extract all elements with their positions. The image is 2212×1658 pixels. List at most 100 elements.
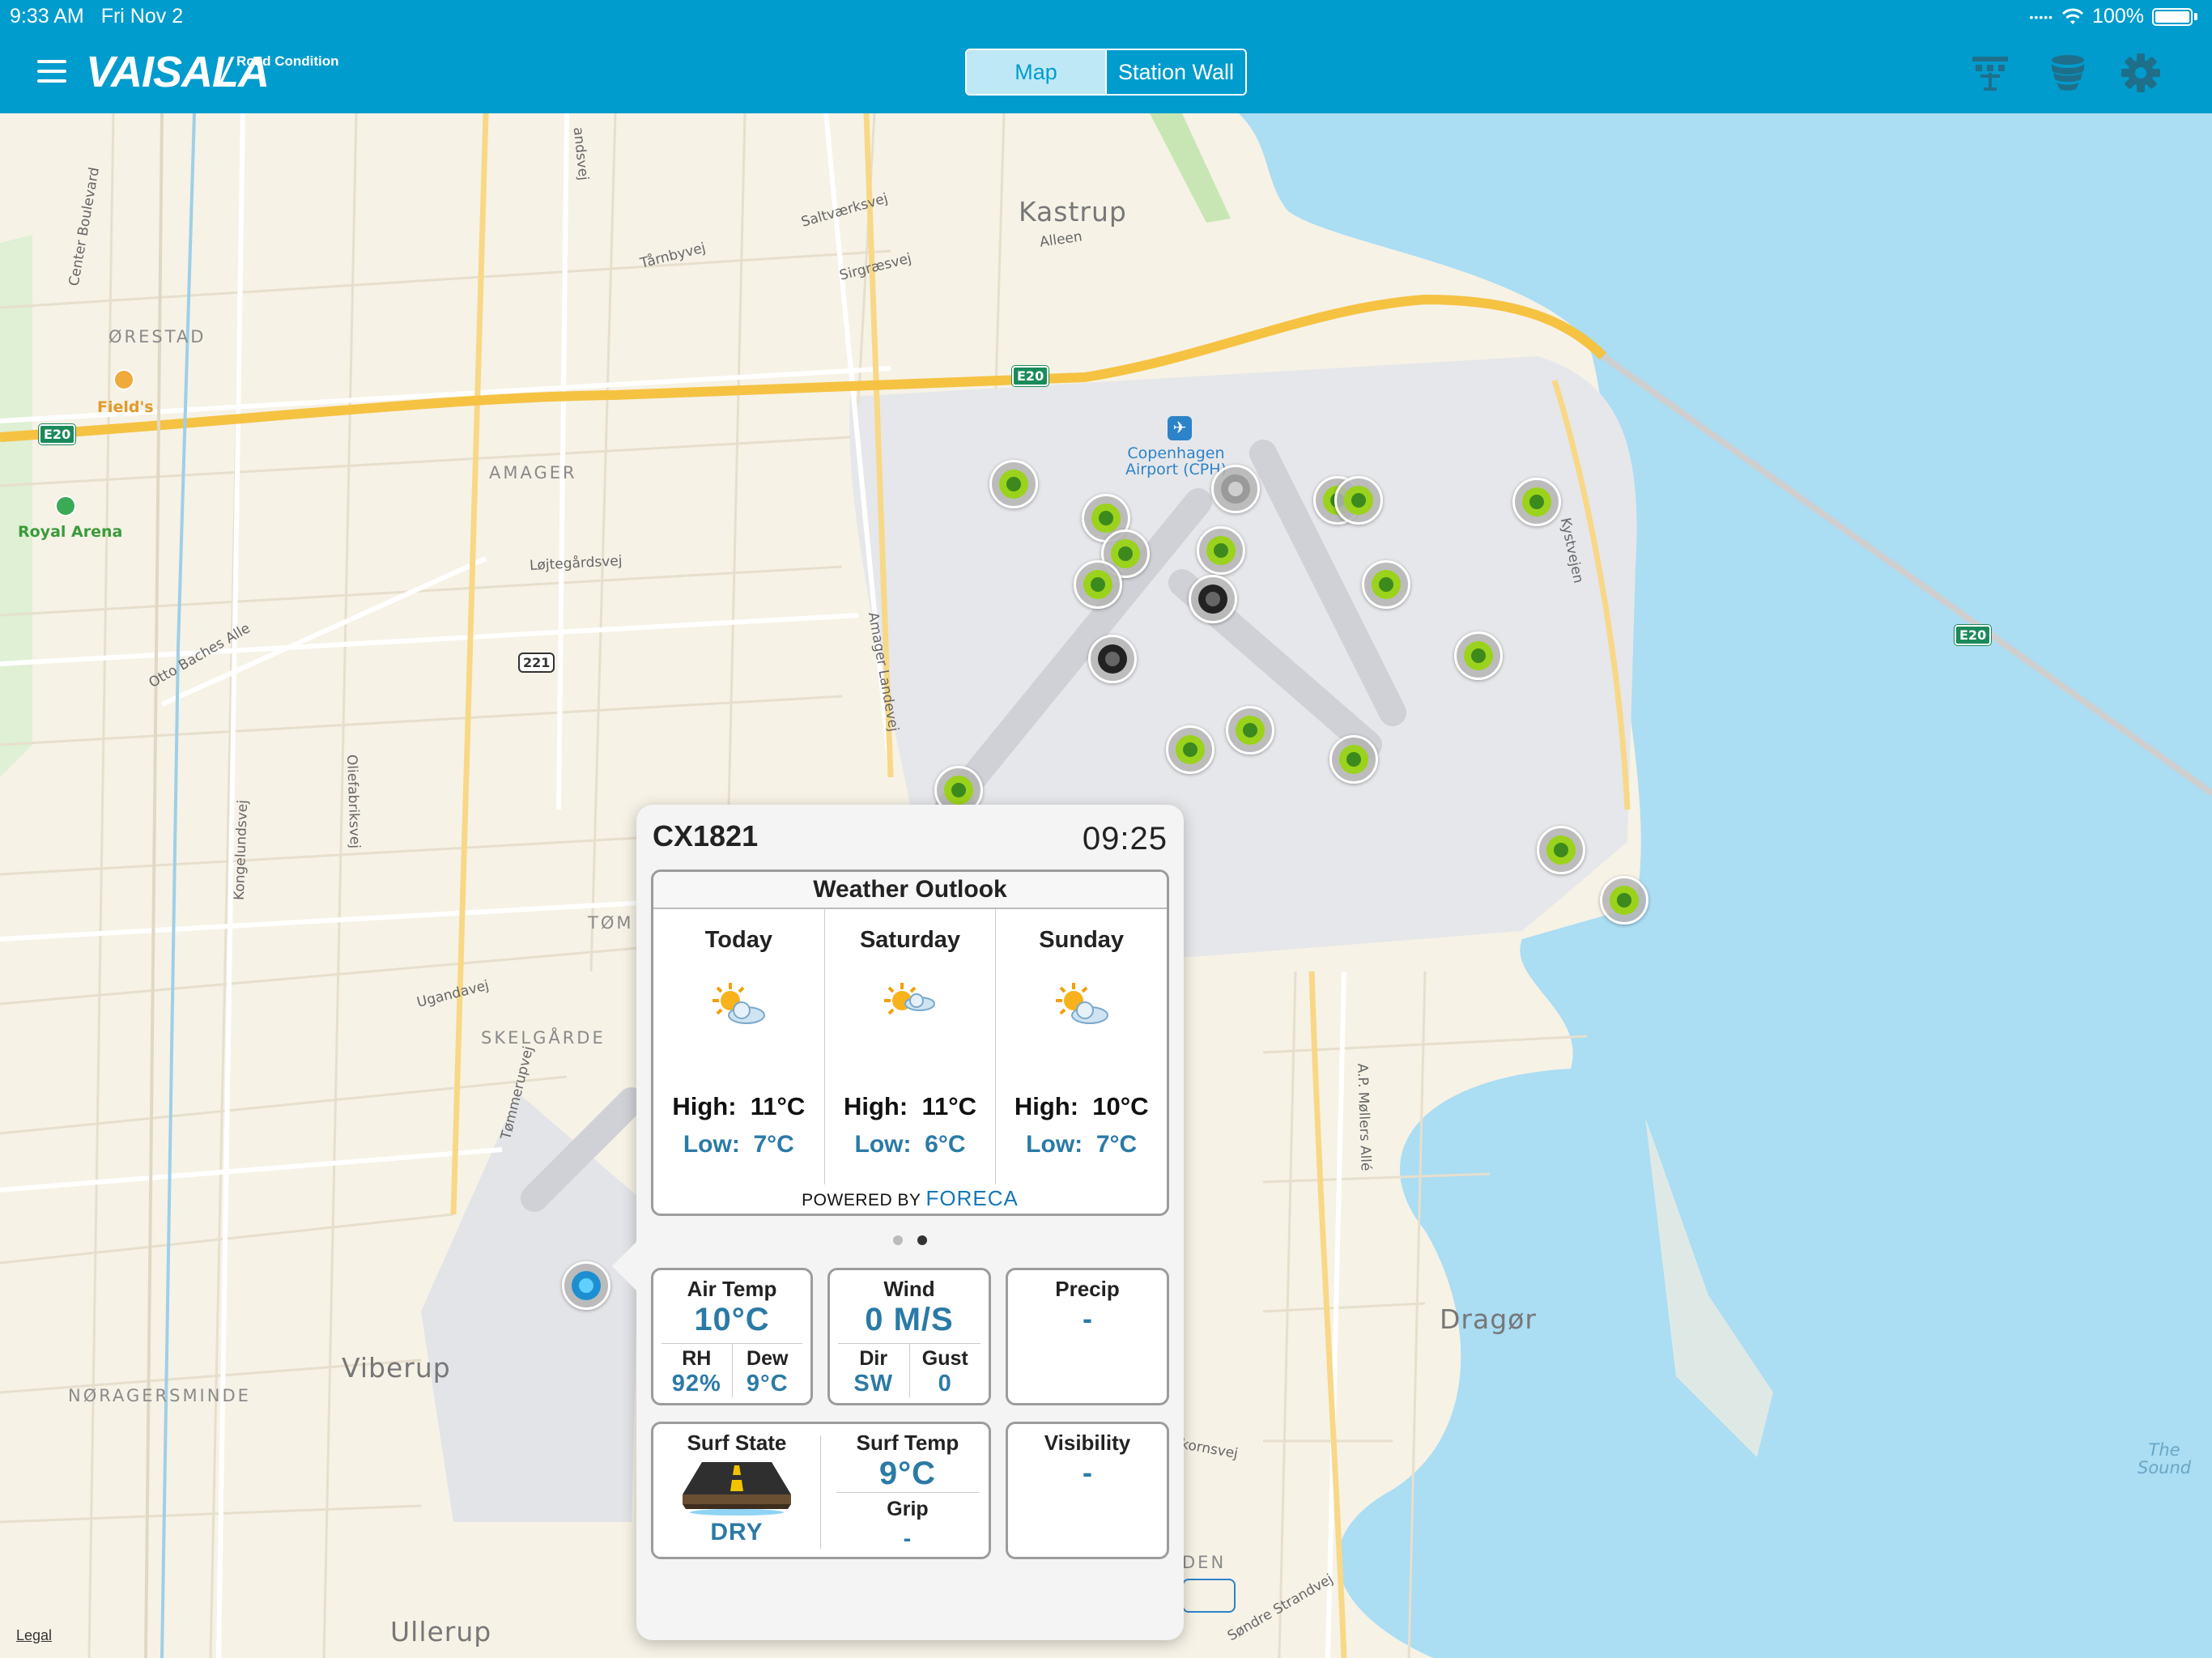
map-scale-button[interactable] [1182, 1579, 1236, 1613]
database-icon[interactable] [2047, 52, 2089, 94]
dew-label: Dew [747, 1347, 789, 1370]
station-marker[interactable] [1600, 876, 1648, 925]
high-temp: 10°C [1092, 1092, 1149, 1120]
surface-tile[interactable]: Surf State DRY Surf Temp 9°C Grip - [651, 1422, 991, 1559]
status-time: 9:33 AM [10, 5, 84, 28]
map-label-kastrup: Kastrup [1019, 196, 1127, 227]
surf-temp-section: Surf Temp 9°C Grip - [827, 1424, 989, 1553]
gust-label: Gust [921, 1347, 968, 1370]
battery-tip [2194, 13, 2197, 20]
map-label-fields: Field's [97, 398, 154, 416]
e20-shield-west: E20 [39, 424, 76, 444]
low-label: Low: [683, 1131, 740, 1158]
tab-map[interactable]: Map [967, 50, 1105, 94]
wind-dir-label: Dir [859, 1347, 888, 1370]
e20-shield-center: E20 [1012, 366, 1049, 386]
station-marker[interactable] [1226, 706, 1274, 755]
station-marker[interactable] [1082, 494, 1130, 542]
forecast-day: Today High: 11°C Low: 7°C [653, 909, 824, 1184]
visibility-value: - [1083, 1456, 1092, 1489]
tab-station-wall[interactable]: Station Wall [1105, 50, 1245, 94]
wind-dir-value: SW [853, 1371, 894, 1397]
high-temp: 11°C [750, 1092, 806, 1120]
status-bar-right: ••••• 100% [2030, 5, 2197, 28]
foreca-logo: FORECA [925, 1186, 1019, 1210]
grip-value: - [903, 1526, 912, 1552]
station-marker[interactable] [1362, 560, 1410, 609]
surf-temp-value: 9°C [836, 1456, 979, 1493]
precip-title: Precip [1055, 1277, 1120, 1301]
map-label-ullerup: Ullerup [390, 1616, 492, 1647]
station-marker[interactable] [1088, 635, 1137, 683]
station-network-icon[interactable] [1969, 52, 2011, 94]
station-id: CX1821 [653, 819, 759, 852]
map-label-royal-arena: Royal Arena [18, 523, 123, 541]
station-marker[interactable] [1454, 631, 1503, 680]
station-marker[interactable] [1101, 529, 1150, 578]
road-221-shield: 221 [518, 653, 555, 673]
gust-value: 0 [938, 1371, 952, 1397]
airport-icon: ✈ [1168, 416, 1192, 440]
app-header: 9:33 AM Fri Nov 2 ••••• 100% VAISALA / R… [0, 0, 2212, 113]
station-popup: CX1821 09:25 Weather Outlook Today High:… [612, 805, 1184, 1640]
low-label: Low: [854, 1131, 912, 1158]
precip-value: - [1083, 1302, 1092, 1335]
powered-by: POWERED BY FORECA [653, 1186, 1167, 1211]
low-temp: 7°C [753, 1131, 794, 1158]
rh-value: 92% [671, 1371, 721, 1397]
station-marker[interactable] [1334, 476, 1383, 525]
map-label-tom: TØM [588, 913, 634, 933]
page-dot-active[interactable] [917, 1235, 927, 1245]
wind-tile[interactable]: Wind 0 M/S Dir SW Gust 0 [827, 1268, 991, 1405]
brand-slash: / [220, 51, 232, 94]
station-marker[interactable] [1074, 560, 1122, 609]
surf-state-title: Surf State [687, 1431, 787, 1455]
settings-icon[interactable] [2120, 52, 2162, 94]
surf-state-value: DRY [710, 1519, 764, 1545]
brand-subtitle: Road Condition [236, 53, 339, 69]
map-label-amager: AMAGER [489, 463, 577, 483]
surf-state-section: Surf State DRY [653, 1424, 820, 1557]
e20-shield-east: E20 [1955, 625, 1992, 645]
low-label: Low: [1026, 1131, 1083, 1158]
partly-cloudy-icon [884, 983, 935, 1015]
surf-temp-title: Surf Temp [856, 1431, 959, 1455]
forecast-day-name: Today [704, 927, 772, 953]
map-label-dragor: Dragør [1440, 1303, 1537, 1335]
station-marker[interactable] [1329, 735, 1378, 784]
page-dot[interactable] [893, 1235, 903, 1245]
station-marker[interactable] [1189, 575, 1237, 623]
shopping-icon [113, 369, 134, 390]
low-temp: 7°C [1095, 1131, 1138, 1158]
air-temp-tile[interactable]: Air Temp 10°C RH 92% Dew 9°C [651, 1268, 813, 1405]
high-label: High: [1014, 1092, 1079, 1120]
station-marker[interactable] [1512, 478, 1561, 526]
station-marker[interactable] [1537, 826, 1585, 874]
menu-icon[interactable] [37, 60, 66, 84]
map-legal-link[interactable]: Legal [16, 1627, 53, 1643]
precip-tile[interactable]: Precip - [1006, 1268, 1169, 1405]
station-marker[interactable] [1166, 725, 1214, 774]
popup-pointer [612, 1242, 636, 1290]
grip-label: Grip [887, 1498, 929, 1520]
surface-divider [820, 1435, 821, 1549]
cellular-signal-icon: ••••• [2029, 10, 2054, 23]
map-label-orestad: ØRESTAD [108, 327, 206, 346]
station-marker[interactable] [1211, 465, 1260, 513]
page-indicator[interactable] [636, 1235, 1184, 1245]
station-marker[interactable] [989, 460, 1038, 508]
brand-logo: VAISALA [86, 48, 270, 96]
visibility-tile[interactable]: Visibility - [1006, 1422, 1169, 1559]
map-label-skelgarde: SKELGÅRDE [481, 1028, 606, 1048]
station-marker[interactable] [1197, 526, 1245, 575]
forecast-day-name: Saturday [859, 927, 961, 953]
battery-percent: 100% [2092, 5, 2144, 28]
wifi-icon [2061, 8, 2084, 24]
weather-outlook-panel[interactable]: Weather Outlook Today High: 11°C Low: 7°… [651, 869, 1169, 1216]
air-temp-title: Air Temp [687, 1277, 777, 1301]
wind-value: 0 M/S [865, 1302, 954, 1337]
battery-icon [2152, 7, 2193, 26]
station-marker-selected[interactable] [562, 1261, 610, 1310]
partly-cloudy-icon [1055, 983, 1108, 1024]
map-label-oliefabriksvej: Oliefabriksvej [343, 754, 364, 849]
